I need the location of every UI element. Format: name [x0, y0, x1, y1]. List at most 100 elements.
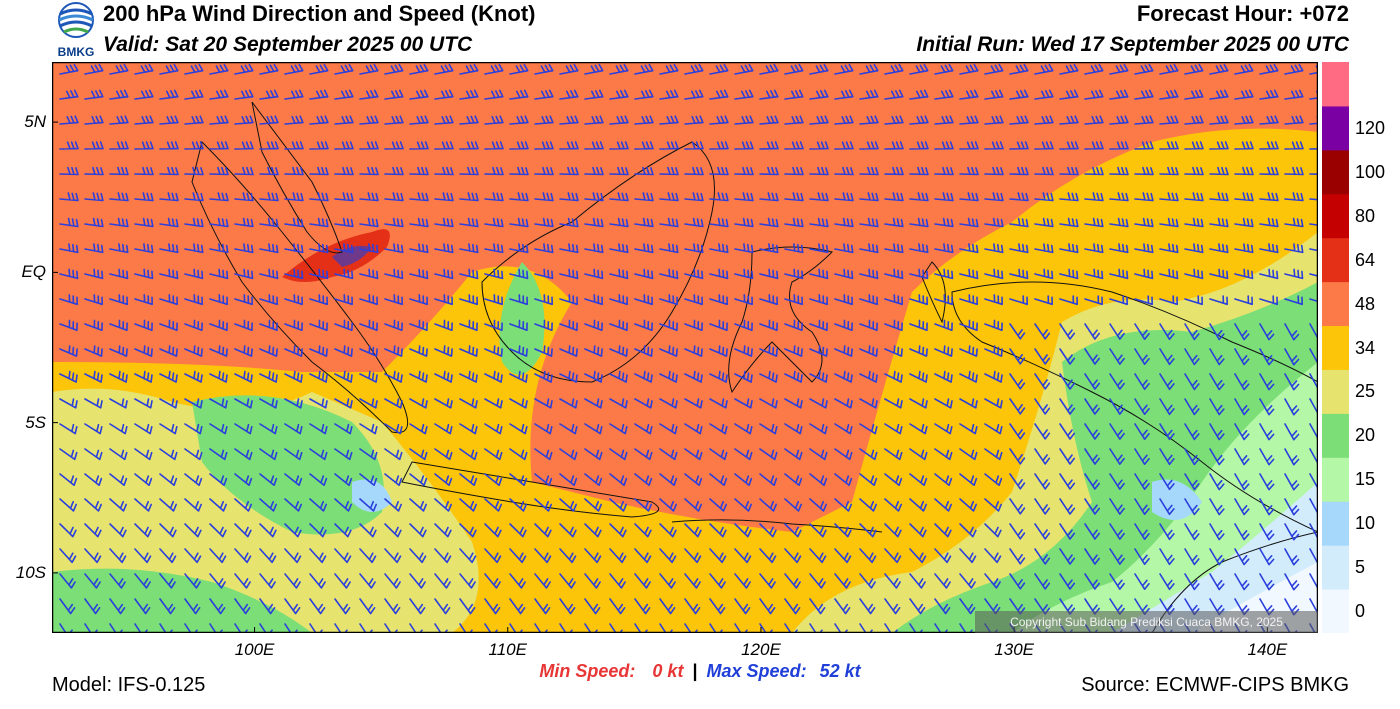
wind-barb — [559, 423, 578, 435]
wind-barb — [1284, 192, 1304, 202]
wind-barb — [984, 63, 1004, 75]
wind-barb — [909, 573, 926, 589]
wind-barb — [84, 217, 104, 228]
colorbar-label: 5 — [1355, 557, 1366, 578]
wind-barb — [859, 370, 878, 383]
wind-barb — [959, 192, 979, 202]
wind-barb — [784, 423, 803, 435]
wind-barb — [784, 115, 804, 125]
wind-barb — [659, 370, 678, 383]
wind-barb — [59, 115, 79, 125]
wind-barb — [559, 598, 576, 615]
wind-barb — [1134, 141, 1154, 150]
wind-barb — [584, 448, 603, 461]
wind-barb — [434, 370, 453, 383]
wind-barb — [534, 89, 554, 100]
wind-barb — [884, 523, 902, 538]
wind-barb — [334, 573, 351, 589]
wind-barb — [984, 345, 1003, 357]
wind-barb — [959, 473, 978, 486]
wind-barb — [1009, 217, 1029, 228]
wind-barb — [84, 370, 103, 383]
wind-barb — [134, 294, 153, 306]
wind-barb — [59, 217, 79, 228]
wind-barb — [334, 598, 351, 615]
wind-barb — [759, 573, 776, 589]
wind-barb — [234, 268, 254, 280]
wind-barb — [1259, 323, 1275, 341]
wind-barb — [1134, 473, 1150, 490]
wind-barb — [484, 523, 502, 538]
wind-map — [52, 62, 1318, 633]
wind-barb — [959, 319, 978, 331]
wind-barb — [534, 243, 554, 254]
wind-barb — [709, 115, 729, 125]
wind-barb — [534, 319, 553, 331]
wind-barb — [334, 523, 352, 538]
wind-barb — [309, 192, 329, 202]
colorbar-label: 0 — [1355, 601, 1366, 622]
wind-barb — [259, 448, 278, 461]
wind-barb — [859, 423, 878, 435]
wind-barb — [1284, 323, 1300, 341]
copyright-notice: Copyright Sub Bidang Prediksi Cuaca BMKG… — [975, 611, 1318, 633]
wind-barb — [359, 345, 378, 357]
wind-barb — [1109, 348, 1125, 365]
wind-barb — [859, 523, 877, 538]
wind-barb — [984, 448, 1003, 461]
wind-barb — [484, 115, 504, 125]
wind-barb — [709, 498, 727, 512]
wind-barb — [834, 398, 853, 409]
wind-barb — [359, 217, 379, 228]
wind-barb — [184, 423, 203, 435]
wind-barb — [234, 63, 254, 75]
wind-barb — [984, 573, 1001, 589]
wind-barb — [784, 598, 801, 615]
wind-barb — [234, 370, 253, 383]
wind-barb — [584, 217, 604, 228]
wind-barb — [1209, 323, 1225, 341]
wind-barb — [409, 448, 428, 461]
wind-barb — [759, 398, 778, 409]
wind-barb — [284, 319, 303, 331]
wind-barb — [234, 523, 252, 538]
wind-barb — [884, 423, 903, 435]
wind-barb — [259, 243, 279, 254]
wind-barb — [859, 141, 879, 150]
wind-barb — [584, 115, 604, 125]
wind-barb — [1159, 166, 1179, 176]
wind-barb — [334, 217, 354, 228]
wind-barb — [1209, 217, 1229, 228]
wind-barb — [684, 498, 702, 512]
wind-barb — [234, 319, 253, 331]
wind-barb — [59, 523, 77, 538]
wind-barb — [1059, 295, 1078, 306]
wind-barb — [209, 217, 229, 228]
wind-barb — [309, 448, 328, 461]
wind-barb — [684, 166, 704, 176]
wind-barb — [409, 63, 429, 75]
wind-barb — [1059, 89, 1079, 100]
wind-barb — [234, 398, 253, 409]
wind-barb — [1009, 141, 1029, 150]
wind-barb — [159, 217, 179, 228]
wind-barb — [1284, 423, 1300, 441]
wind-barb — [109, 548, 127, 564]
wind-barb — [159, 370, 178, 383]
wind-barb — [259, 398, 278, 409]
wind-barb — [134, 345, 153, 357]
wind-barb — [134, 498, 152, 512]
wind-barb — [459, 268, 479, 280]
wind-barb — [559, 498, 577, 512]
wind-barb — [509, 166, 529, 176]
wind-barb — [484, 473, 503, 486]
wind-barb — [959, 598, 976, 615]
wind-barb — [409, 217, 429, 228]
wind-barb — [759, 423, 778, 435]
wind-barb — [834, 345, 853, 357]
wind-barb — [559, 166, 579, 176]
wind-barb — [1134, 498, 1150, 515]
initial-run: Initial Run: Wed 17 September 2025 00 UT… — [916, 33, 1349, 56]
wind-barb — [584, 573, 601, 589]
wind-barb — [1109, 295, 1128, 306]
